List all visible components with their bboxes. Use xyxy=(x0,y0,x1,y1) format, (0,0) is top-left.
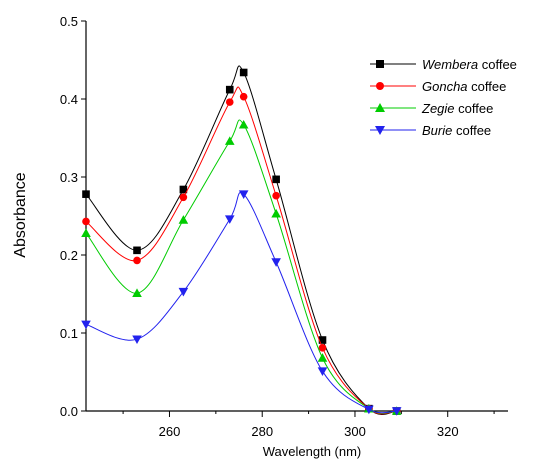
series-goncha xyxy=(82,86,401,415)
y-tick-label: 0.0 xyxy=(60,404,78,419)
data-point xyxy=(133,256,141,265)
x-tick-label: 280 xyxy=(251,424,273,439)
x-axis-title: Wavelength (nm) xyxy=(263,444,362,459)
series-line xyxy=(85,65,397,416)
legend-label-name: Goncha xyxy=(422,79,468,94)
series-burie xyxy=(81,190,402,416)
legend-label-suffix: coffee xyxy=(452,123,491,138)
data-point xyxy=(224,215,235,224)
data-point xyxy=(178,215,189,224)
legend-label-name: Burie xyxy=(422,123,452,138)
data-point xyxy=(238,190,249,199)
series-line xyxy=(85,86,397,415)
data-point xyxy=(82,217,90,226)
data-point xyxy=(375,103,385,112)
legend-label-name: Zegie xyxy=(421,101,455,116)
data-point xyxy=(317,353,328,362)
y-axis-title: Absorbance xyxy=(12,172,29,257)
legend-label-suffix: coffee xyxy=(478,57,517,72)
legend-item: Goncha coffee xyxy=(370,79,506,94)
data-point xyxy=(225,98,234,106)
legend-label: Burie coffee xyxy=(422,123,491,138)
data-point xyxy=(179,185,188,194)
data-point xyxy=(318,344,327,352)
data-point xyxy=(179,193,188,202)
data-point xyxy=(132,335,142,345)
x-tick-label: 320 xyxy=(437,424,459,439)
x-tick-label: 260 xyxy=(159,424,181,439)
y-tick-label: 0.4 xyxy=(60,92,78,107)
legend-label: Goncha coffee xyxy=(422,79,506,94)
series-zegie xyxy=(81,119,402,415)
data-point xyxy=(271,258,281,267)
data-point xyxy=(272,191,280,200)
data-point xyxy=(376,60,384,68)
data-point xyxy=(81,228,91,237)
series-wembera xyxy=(82,65,401,416)
data-point xyxy=(239,92,248,101)
data-point xyxy=(239,68,248,77)
data-point xyxy=(376,82,384,90)
data-point xyxy=(225,85,234,94)
data-point xyxy=(133,246,141,255)
data-point xyxy=(272,175,280,184)
x-tick-label: 300 xyxy=(344,424,366,439)
plot-axes: 0.0 0.1 0.2 0.3 0.4 0.5 260 280 300 320 xyxy=(60,14,508,439)
series-line xyxy=(85,119,397,414)
data-point xyxy=(317,367,328,377)
legend-item: Zegie coffee xyxy=(370,101,493,116)
legend-item: Wembera coffee xyxy=(370,57,517,72)
data-point xyxy=(271,208,281,218)
y-tick-label: 0.5 xyxy=(60,14,78,29)
data-point xyxy=(132,288,142,298)
data-point xyxy=(375,126,385,135)
legend-label: Zegie coffee xyxy=(421,101,493,116)
legend-label-suffix: coffee xyxy=(455,101,494,116)
legend-label: Wembera coffee xyxy=(422,57,517,72)
legend-item: Burie coffee xyxy=(370,123,491,138)
series-line xyxy=(85,192,397,414)
data-point xyxy=(391,407,402,416)
legend-label-name: Wembera xyxy=(422,57,478,72)
data-point xyxy=(224,136,235,145)
data-point xyxy=(178,287,189,297)
legend-label-suffix: coffee xyxy=(468,79,507,94)
plot-series xyxy=(81,65,402,416)
y-tick-label: 0.3 xyxy=(60,170,78,185)
data-point xyxy=(81,320,91,330)
y-tick-label: 0.2 xyxy=(60,248,78,263)
data-point xyxy=(364,405,374,415)
y-tick-label: 0.1 xyxy=(60,326,78,341)
data-point xyxy=(238,119,249,129)
data-point xyxy=(318,336,327,344)
data-point xyxy=(82,190,90,198)
